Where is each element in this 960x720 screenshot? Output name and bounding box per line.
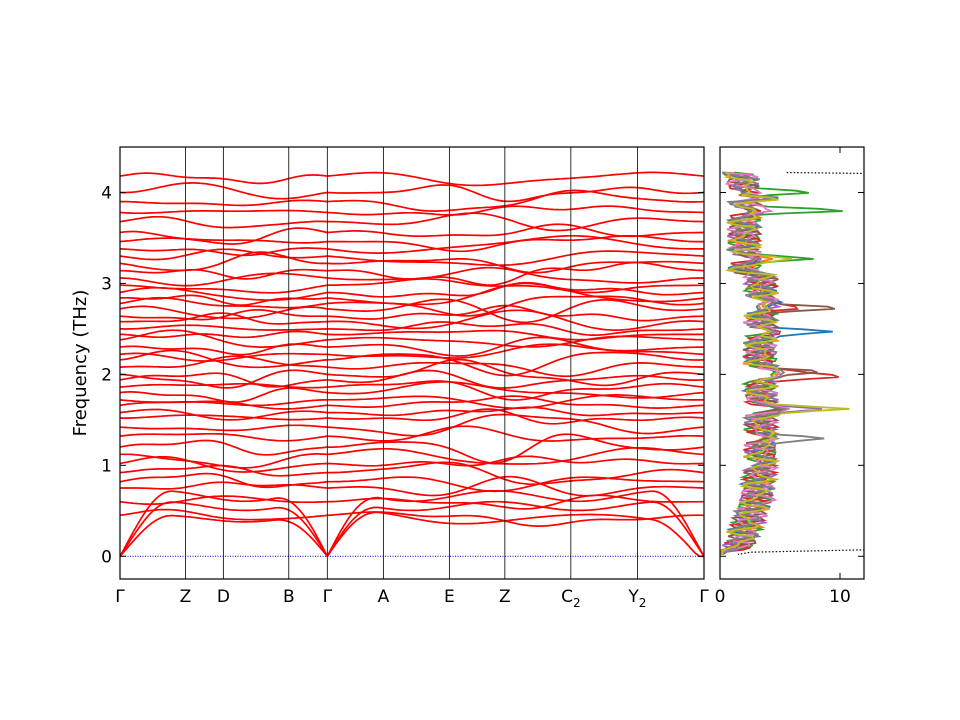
optical-branch — [327, 511, 704, 527]
kpoint-label: Z — [499, 587, 511, 607]
y-tick-label: 3 — [101, 274, 112, 294]
optical-branch — [327, 343, 704, 359]
dos-x-tick-label: 0 — [715, 587, 726, 607]
frequency-ticks: 0 1 2 3 4 — [101, 183, 704, 567]
dos-axes — [719, 146, 865, 580]
kpoint-label: E — [444, 587, 455, 607]
optical-branch — [327, 223, 704, 238]
optical-branch — [327, 171, 704, 187]
optical-branch — [327, 234, 704, 253]
kpoint-label: A — [378, 587, 390, 607]
optical-branch — [327, 212, 704, 232]
band-axes — [119, 146, 705, 580]
y-tick-label: 1 — [101, 456, 112, 476]
pdos-curve — [720, 171, 850, 556]
optical-branch — [327, 189, 704, 212]
optical-branch — [327, 381, 704, 399]
optical-branch — [327, 184, 704, 203]
optical-branch — [327, 395, 704, 409]
y-tick-label: 4 — [101, 183, 112, 203]
optical-branch — [327, 329, 704, 341]
optical-branch — [327, 380, 704, 401]
optical-branch — [327, 321, 704, 336]
optical-branch — [327, 309, 704, 331]
optical-branch — [327, 425, 704, 442]
optical-branch — [327, 369, 704, 389]
optical-branch — [327, 298, 704, 324]
kpoint-label: D — [217, 587, 230, 607]
optical-branch — [327, 234, 704, 254]
optical-branch — [327, 336, 704, 357]
dos-curves — [720, 171, 864, 556]
optical-branch — [327, 250, 704, 267]
optical-branch — [327, 335, 704, 348]
optical-branch — [327, 304, 704, 322]
optical-branch — [327, 475, 704, 497]
kpoint-label: C2 — [561, 587, 581, 610]
kpoint-label: Γ — [699, 587, 709, 607]
optical-branch — [327, 281, 704, 298]
dos-x-ticks: 0 10 — [715, 147, 851, 607]
optical-branch — [327, 433, 704, 464]
band-frame — [119, 146, 705, 580]
optical-branch — [327, 205, 704, 216]
y-tick-label: 0 — [101, 547, 112, 567]
optical-branch — [327, 278, 704, 294]
optical-branch — [327, 476, 704, 493]
dos-x-tick-label: 10 — [829, 587, 851, 607]
optical-branch — [327, 408, 704, 425]
kpoint-label: Y2 — [627, 587, 646, 610]
optical-branch — [327, 461, 704, 486]
kpoint-label: Γ — [115, 587, 125, 607]
pdos-curve — [720, 171, 790, 555]
optical-branch — [327, 394, 704, 410]
kpoint-labels: Γ Z D B Γ A E Z C2 Y2 Γ — [115, 587, 709, 610]
optical-branch — [327, 351, 704, 377]
kpoint-label: Z — [180, 587, 192, 607]
kpoint-label: B — [283, 587, 295, 607]
acoustic-branch — [326, 511, 704, 558]
optical-branch — [327, 361, 704, 378]
optical-branch — [327, 494, 704, 510]
y-tick-label: 2 — [101, 365, 112, 385]
band-curves — [120, 171, 704, 558]
dos-frame — [719, 146, 865, 580]
y-axis-label: Frequency (THz) — [70, 290, 91, 437]
kpoint-label: Γ — [323, 587, 333, 607]
acoustic-branch — [326, 500, 704, 557]
